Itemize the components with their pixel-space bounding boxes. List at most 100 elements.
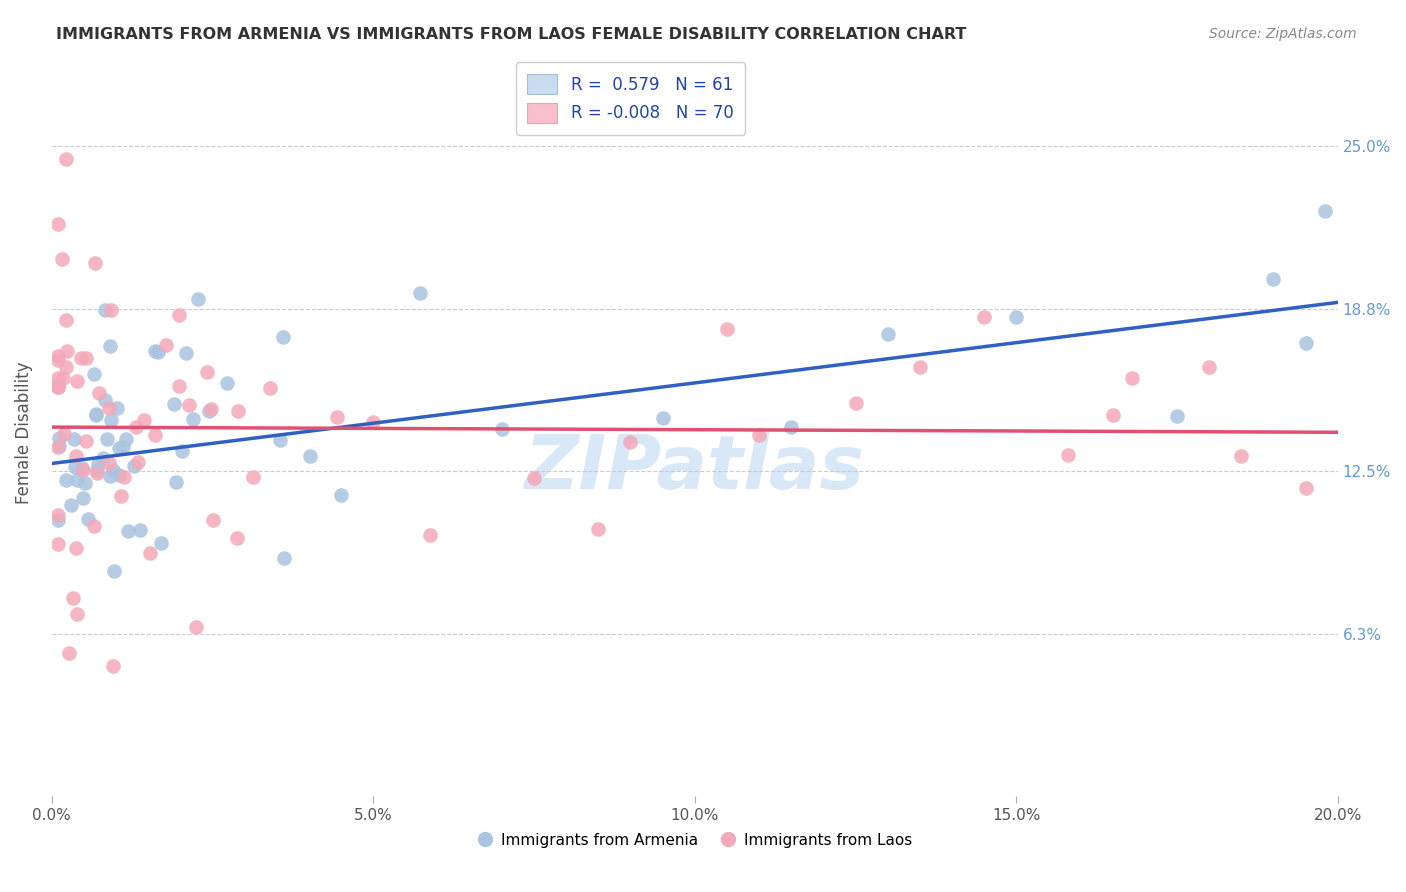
Point — [143, 344, 166, 359]
Point — [96, 432, 118, 446]
Point — [55, 153, 77, 167]
Point — [225, 531, 247, 545]
Point — [46, 441, 69, 455]
Point — [55, 313, 77, 327]
Point — [619, 435, 641, 450]
Point — [269, 433, 291, 447]
Point — [748, 427, 770, 442]
Point — [87, 457, 110, 471]
Point — [46, 218, 69, 232]
Point — [329, 488, 352, 502]
Point — [62, 591, 84, 605]
Point — [271, 330, 294, 344]
Point — [122, 458, 145, 473]
Point — [491, 422, 513, 436]
Point — [75, 434, 97, 448]
Point — [523, 470, 546, 484]
Point — [66, 607, 89, 622]
Point — [125, 420, 148, 434]
Point — [148, 345, 170, 359]
Point — [73, 476, 96, 491]
Point — [143, 428, 166, 442]
Point — [844, 395, 866, 409]
Point — [1295, 481, 1317, 495]
Point — [103, 564, 125, 578]
Point — [66, 473, 89, 487]
Point — [98, 456, 121, 470]
Point — [1121, 371, 1143, 385]
Point — [75, 351, 97, 365]
Point — [174, 346, 197, 360]
Point — [46, 513, 69, 527]
Point — [46, 371, 69, 385]
Point — [195, 366, 218, 380]
Point — [66, 374, 89, 388]
Point — [973, 310, 995, 324]
Point — [105, 401, 128, 415]
Point — [908, 359, 931, 374]
Point — [716, 322, 738, 336]
Point — [87, 386, 110, 401]
Text: Source: ZipAtlas.com: Source: ZipAtlas.com — [1209, 27, 1357, 41]
Point — [115, 432, 138, 446]
Point — [107, 468, 129, 483]
Text: ZIPatlas: ZIPatlas — [524, 432, 865, 505]
Point — [86, 463, 108, 477]
Point — [72, 491, 94, 505]
Point — [117, 524, 139, 538]
Point — [273, 551, 295, 566]
Point — [876, 327, 898, 342]
Point — [242, 469, 264, 483]
Y-axis label: Female Disability: Female Disability — [15, 361, 32, 504]
Point — [177, 398, 200, 412]
Point — [101, 463, 124, 477]
Point — [97, 401, 120, 415]
Point — [52, 371, 75, 385]
Point — [167, 308, 190, 322]
Point — [651, 410, 673, 425]
Point — [198, 404, 221, 418]
Point — [108, 442, 131, 456]
Point — [139, 546, 162, 560]
Point — [94, 393, 117, 408]
Point — [46, 536, 69, 550]
Point — [163, 397, 186, 411]
Point — [110, 490, 132, 504]
Point — [65, 449, 87, 463]
Point — [1056, 448, 1078, 462]
Point — [70, 351, 93, 365]
Point — [70, 461, 93, 475]
Point — [103, 659, 125, 673]
Text: IMMIGRANTS FROM ARMENIA VS IMMIGRANTS FROM LAOS FEMALE DISABILITY CORRELATION CH: IMMIGRANTS FROM ARMENIA VS IMMIGRANTS FR… — [56, 27, 966, 42]
Point — [780, 420, 803, 434]
Point — [100, 413, 122, 427]
Point — [165, 475, 187, 489]
Point — [1198, 360, 1220, 375]
Point — [63, 460, 86, 475]
Point — [55, 473, 77, 487]
Point — [58, 646, 80, 660]
Point — [588, 522, 610, 536]
Point — [59, 498, 82, 512]
Point — [46, 378, 69, 392]
Point — [46, 349, 69, 363]
Point — [100, 303, 122, 318]
Point — [56, 343, 79, 358]
Point — [132, 413, 155, 427]
Point — [83, 519, 105, 533]
Point — [86, 467, 108, 481]
Point — [93, 303, 115, 318]
Point — [1101, 409, 1123, 423]
Point — [409, 286, 432, 301]
Point — [55, 360, 77, 375]
Point — [63, 432, 86, 446]
Point — [1295, 336, 1317, 351]
Point — [155, 337, 177, 351]
Legend: Immigrants from Armenia, Immigrants from Laos: Immigrants from Armenia, Immigrants from… — [471, 827, 918, 854]
Point — [46, 379, 69, 393]
Point — [91, 450, 114, 465]
Point — [181, 412, 204, 426]
Point — [150, 536, 173, 550]
Point — [83, 367, 105, 381]
Point — [77, 512, 100, 526]
